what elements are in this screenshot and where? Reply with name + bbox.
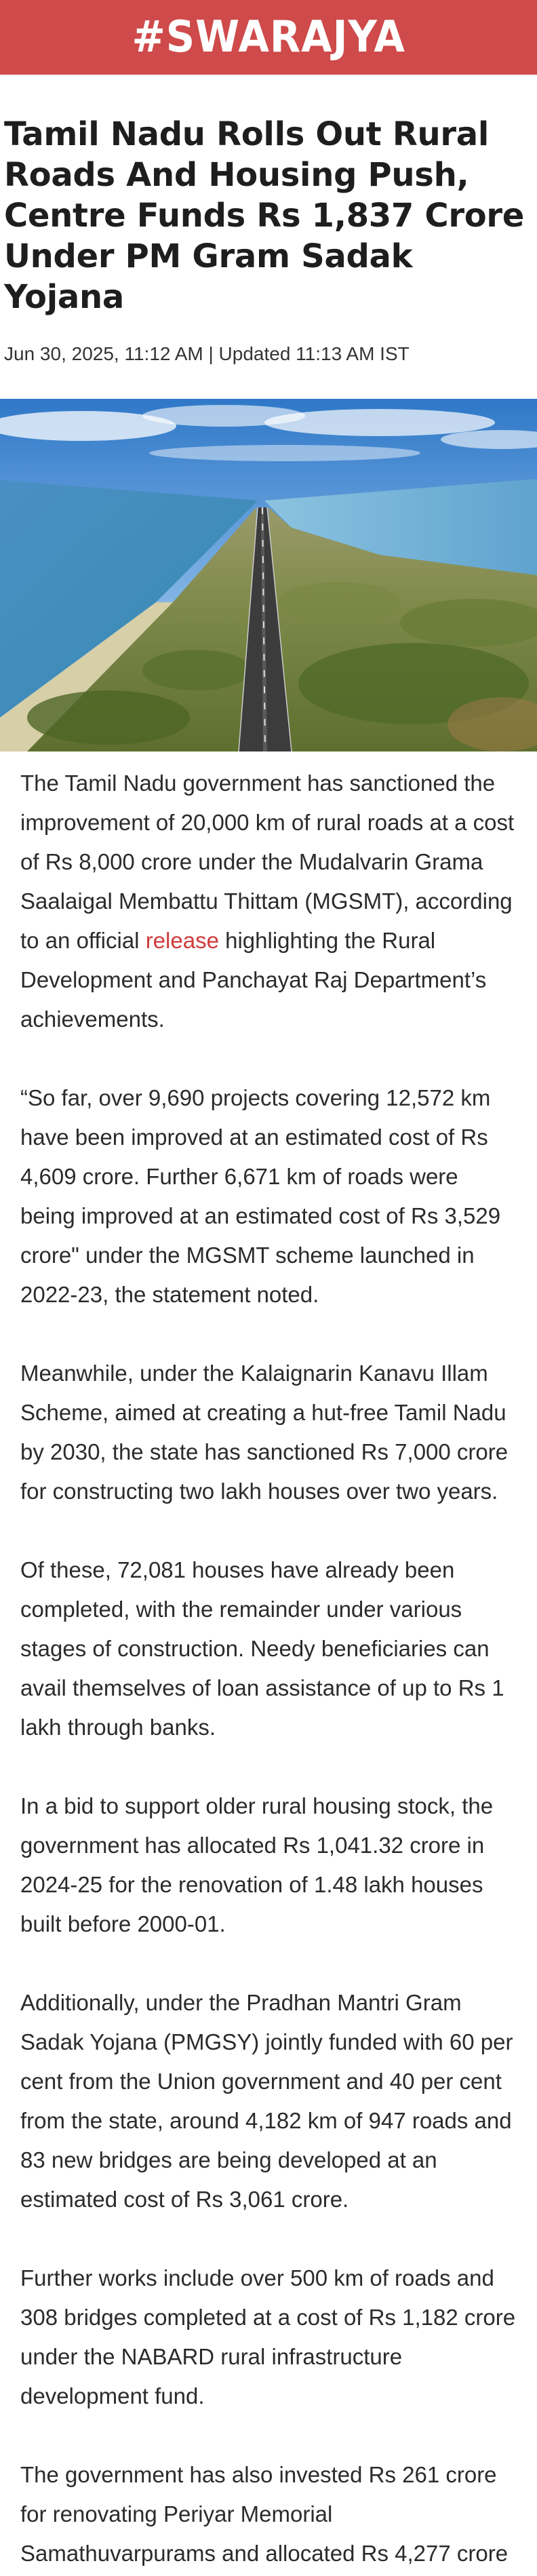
site-header: #SWARAJYA xyxy=(0,0,537,75)
release-link[interactable]: release xyxy=(145,928,219,953)
paragraph-8: The government has also invested Rs 261 … xyxy=(20,2462,509,2566)
article-header: Tamil Nadu Rolls Out Rural Roads And Hou… xyxy=(0,75,537,366)
hero-image xyxy=(0,399,537,752)
paragraph-1: The Tamil Nadu government has sanctioned… xyxy=(20,764,517,1039)
paragraph-2: “So far, over 9,690 projects covering 12… xyxy=(20,1085,501,1307)
article-timestamp: Jun 30, 2025, 11:12 AM | Updated 11:13 A… xyxy=(4,343,410,364)
site-logo[interactable]: #SWARAJYA xyxy=(132,12,405,62)
paragraph-6: Additionally, under the Pradhan Mantri G… xyxy=(20,1990,513,2212)
paragraph-5: In a bid to support older rural housing … xyxy=(20,1793,494,1936)
paragraph-1-text-after: highlighting the Rural Development and P… xyxy=(20,928,487,1032)
paragraph-4: Of these, 72,081 houses have already bee… xyxy=(20,1557,504,1740)
article-body: The Tamil Nadu government has sanctioned… xyxy=(0,752,537,2576)
paragraph-1-text-before: The Tamil Nadu government has sanctioned… xyxy=(20,770,515,953)
paragraph-3: Meanwhile, under the Kalaignarin Kanavu … xyxy=(20,1361,509,1504)
paragraph-7: Further works include over 500 km of roa… xyxy=(20,2265,516,2408)
article-headline: Tamil Nadu Rolls Out Rural Roads And Hou… xyxy=(4,115,525,316)
